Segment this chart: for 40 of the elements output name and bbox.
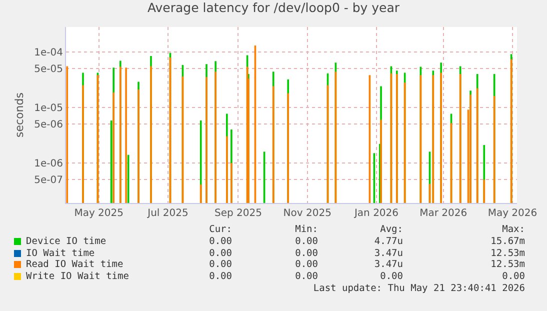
text: 12.53m — [490, 259, 525, 270]
text: 3.47u — [374, 259, 403, 270]
y-tick-label: 5e-06 — [34, 120, 63, 131]
text: 4.77u — [374, 236, 403, 247]
text: 0.00 — [502, 271, 525, 282]
x-tick-label: Jul 2025 — [146, 208, 188, 219]
y-tick-label: 1e-04 — [34, 47, 63, 58]
text: 0.00 — [209, 259, 232, 270]
text: 3.47u — [374, 248, 403, 259]
y-tick-label: 1e-06 — [34, 158, 63, 170]
text: 12.53m — [490, 248, 525, 259]
text: 0.00 — [380, 271, 403, 282]
y-tick-label: 1e-05 — [34, 102, 63, 114]
text: 0.00 — [209, 248, 232, 259]
text: 0.00 — [295, 259, 318, 270]
text: 0.00 — [295, 271, 318, 282]
text: Cur: — [209, 224, 232, 235]
legend-label: IO Wait time — [26, 248, 95, 259]
text: 0.00 — [209, 271, 232, 282]
text: Avg: — [380, 224, 403, 235]
legend-label: Device IO time — [26, 236, 106, 247]
text: 0.00 — [295, 248, 318, 259]
text: 0.00 — [209, 236, 232, 247]
legend-label: Read IO Wait time — [26, 259, 124, 270]
text: Last update: Thu May 21 23:40:41 2026 — [313, 282, 525, 294]
text: 15.67m — [490, 236, 525, 247]
x-tick-label: May 2025 — [74, 208, 124, 219]
x-tick-label: May 2026 — [488, 208, 538, 219]
y-axis-title: seconds — [12, 92, 26, 138]
text: 0.00 — [295, 236, 318, 247]
x-tick-label: Nov 2025 — [283, 208, 332, 219]
x-tick-label: Mar 2026 — [420, 208, 468, 219]
text: Min: — [295, 224, 318, 235]
chart-title: Average latency for /dev/loop0 - by year — [147, 0, 400, 16]
legend-label: Write IO Wait time — [26, 271, 129, 282]
x-tick-label: Sep 2025 — [214, 208, 262, 219]
x-tick-label: Jan 2026 — [353, 208, 399, 219]
y-tick-label: 5e-05 — [34, 64, 63, 76]
text: Max: — [502, 224, 525, 235]
y-tick-label: 5e-07 — [34, 175, 63, 186]
